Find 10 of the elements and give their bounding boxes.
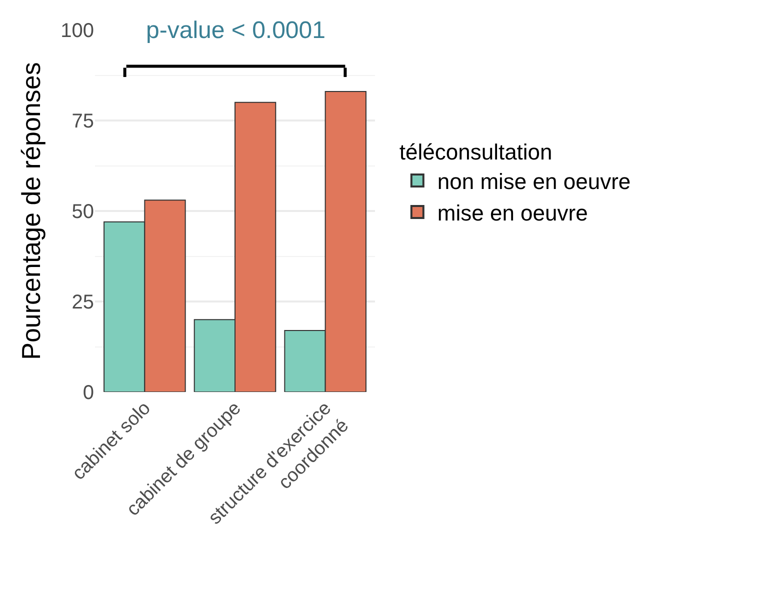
- y-axis-title: Pourcentage de réponses: [16, 62, 46, 360]
- y-tick-label: 0: [82, 382, 94, 404]
- legend-title: téléconsultation: [399, 140, 552, 165]
- y-tick-label: 50: [72, 201, 94, 223]
- y-tick-label: 25: [72, 292, 94, 314]
- legend-label: mise en oeuvre: [437, 200, 588, 226]
- y-tick-label: 100: [60, 20, 94, 42]
- annotation: p-value < 0.0001: [146, 17, 326, 44]
- legend-label: non mise en oeuvre: [437, 169, 631, 194]
- y-tick-label: 75: [72, 110, 94, 132]
